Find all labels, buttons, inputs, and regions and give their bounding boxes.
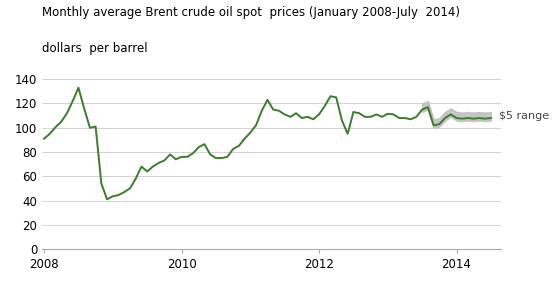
Text: Monthly average Brent crude oil spot  prices (January 2008-July  2014): Monthly average Brent crude oil spot pri… bbox=[42, 6, 460, 19]
Text: dollars  per barrel: dollars per barrel bbox=[42, 42, 148, 55]
Text: $5 range: $5 range bbox=[499, 111, 549, 121]
